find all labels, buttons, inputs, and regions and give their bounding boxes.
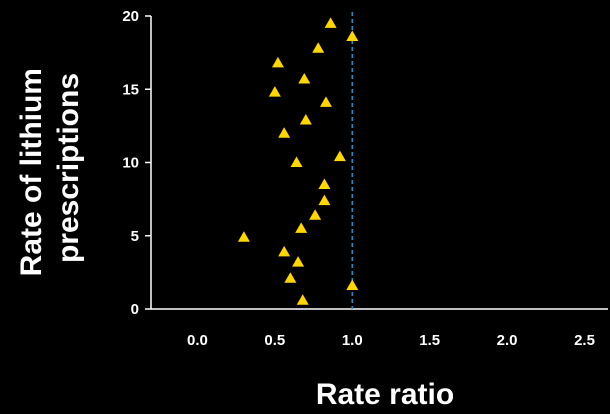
y-axis-title-line-1: Rate of lithium <box>15 68 48 276</box>
data-point <box>284 272 297 283</box>
data-point <box>312 42 325 53</box>
data-point <box>346 30 359 42</box>
y-tick-label: 15 <box>122 81 139 98</box>
y-tick-label: 0 <box>131 301 139 318</box>
data-points <box>237 17 359 305</box>
y-tick-labels: 0 5 10 15 20 <box>122 8 139 318</box>
y-tick-label: 5 <box>131 228 139 245</box>
data-point <box>278 127 291 138</box>
x-tick-label: 1.5 <box>419 332 440 349</box>
x-tick-label: 2.5 <box>574 332 595 349</box>
y-tick-label: 20 <box>122 8 139 25</box>
data-point <box>278 245 291 257</box>
data-point <box>292 256 305 267</box>
data-point <box>295 222 308 233</box>
data-point <box>299 114 312 125</box>
data-point <box>319 96 332 107</box>
y-axis-title-line-2: prescriptions <box>52 73 85 263</box>
data-point <box>296 294 309 305</box>
data-point <box>346 279 359 291</box>
x-tick-label: 2.0 <box>497 332 518 349</box>
x-tick-label: 1.0 <box>342 332 363 349</box>
data-point <box>318 178 331 189</box>
data-point <box>268 86 281 97</box>
data-point <box>333 150 346 162</box>
x-tick-label: 0.5 <box>264 332 285 349</box>
data-point <box>309 209 322 220</box>
axes <box>145 15 608 310</box>
data-point <box>324 17 337 28</box>
y-axis-title: Rate of lithium prescriptions <box>15 60 85 277</box>
x-axis-title: Rate ratio <box>316 378 454 411</box>
data-point <box>237 231 250 242</box>
data-point <box>298 72 311 84</box>
data-point <box>290 156 303 167</box>
x-tick-labels: 0.0 0.5 1.0 1.5 2.0 2.5 <box>187 332 595 349</box>
x-tick-label: 0.0 <box>187 332 208 349</box>
y-tick-label: 10 <box>122 155 139 172</box>
data-point <box>318 194 331 206</box>
data-point <box>271 56 284 68</box>
